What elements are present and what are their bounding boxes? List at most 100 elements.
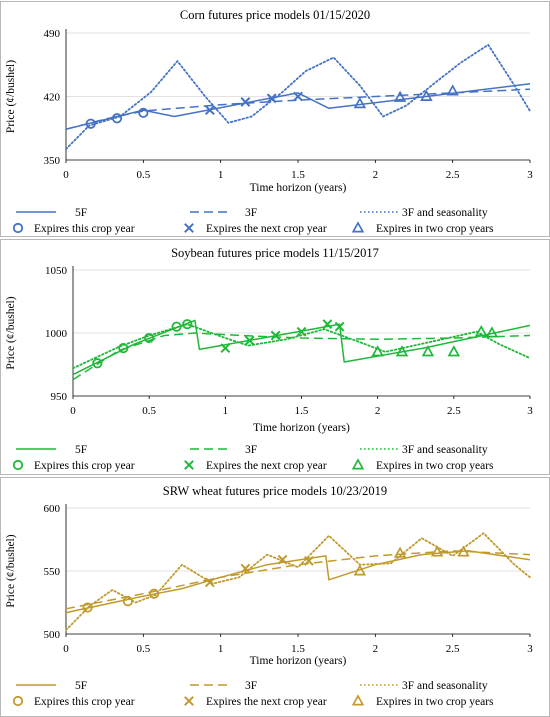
series-line: [65, 88, 531, 130]
legend-entry: 3F and seasonality: [402, 444, 488, 456]
data-point: [270, 330, 281, 341]
chart-panel-2: Soybean futures price models 11/15/2017 9…: [0, 239, 550, 475]
data-point: [420, 89, 433, 101]
data-point: [296, 326, 307, 337]
legend-entry: Expires this crop year: [34, 460, 135, 472]
data-point: [118, 343, 129, 354]
x-tick-label: 1: [218, 169, 224, 181]
series-line: [65, 550, 531, 610]
data-point: [182, 319, 193, 330]
x-tick-label: 0: [70, 405, 76, 417]
data-point: [85, 118, 96, 129]
legend-entry: 3F: [245, 444, 257, 456]
data-point: [421, 345, 435, 357]
data-point: [430, 545, 444, 557]
y-tick-label: 950: [51, 391, 68, 403]
legend-entry: 3F and seasonality: [402, 207, 488, 219]
x-tick-label: 2: [373, 643, 379, 655]
legend-entry: 5F: [75, 207, 87, 219]
legend-entry: 3F and seasonality: [402, 680, 488, 692]
data-point: [485, 326, 499, 338]
data-point: [204, 105, 215, 116]
chart-panel-1: Corn futures price models 01/15/2020 350 4…: [0, 1, 550, 237]
data-point: [393, 90, 407, 102]
x-tick-label: 0.5: [142, 405, 156, 417]
data-point: [447, 345, 461, 357]
data-point: [220, 343, 231, 354]
y-tick-label: 1050: [45, 265, 68, 277]
data-point: [293, 91, 303, 102]
legend-entry: Expires the next crop year: [206, 223, 327, 235]
data-point: [446, 84, 459, 96]
data-point: [303, 556, 314, 566]
x-tick-label: 2.5: [446, 643, 460, 655]
chart-title: Corn futures price models 01/15/2020: [180, 8, 370, 22]
x-tick-label: 2.5: [447, 405, 461, 417]
x-tick-label: 1: [223, 405, 229, 417]
panel-border: [0, 239, 550, 475]
data-point: [171, 321, 182, 332]
data-point: [457, 545, 470, 557]
x-axis-label: Time horizon (years): [253, 422, 350, 434]
data-point: [371, 345, 384, 357]
series-line: [72, 332, 531, 381]
legend-marker-swatch: [184, 223, 194, 233]
legend-marker-swatch: [12, 222, 24, 234]
series-line: [65, 43, 531, 151]
x-tick-label: 1: [218, 643, 224, 655]
legend-marker-swatch: [351, 221, 365, 233]
series-line: [65, 532, 531, 632]
x-tick-label: 1.5: [291, 643, 305, 655]
data-point: [111, 113, 123, 124]
y-tick-label: 350: [44, 155, 61, 167]
data-point: [322, 319, 333, 330]
legend-marker-swatch: [12, 695, 24, 707]
data-point: [353, 97, 367, 109]
data-point: [204, 577, 215, 588]
data-point: [395, 345, 409, 357]
x-tick-label: 1.5: [291, 169, 305, 181]
y-tick-label: 420: [44, 92, 61, 104]
legend-entry: Expires in two crop years: [376, 223, 494, 235]
x-tick-label: 3: [527, 169, 533, 181]
y-tick-label: 1000: [45, 328, 68, 340]
series-line: [65, 550, 531, 614]
y-tick-label: 500: [44, 629, 61, 641]
x-axis-label: Time horizon (years): [250, 182, 347, 194]
legend-marker-swatch: [184, 696, 194, 706]
data-point: [266, 93, 277, 104]
legend-entry: 5F: [75, 680, 87, 692]
y-axis-label: Price (¢/bushel): [5, 60, 17, 133]
data-point: [82, 602, 93, 613]
legend-marker-swatch: [351, 694, 365, 706]
x-tick-label: 0: [63, 643, 69, 655]
data-point: [353, 564, 367, 576]
x-tick-label: 3: [527, 643, 533, 655]
data-point: [393, 546, 407, 558]
legend-entry: Expires the next crop year: [206, 696, 327, 708]
y-tick-label: 490: [44, 28, 61, 40]
x-tick-label: 2: [375, 405, 381, 417]
legend-entry: Expires in two crop years: [376, 696, 494, 708]
data-point: [122, 596, 133, 607]
legend-entry: Expires this crop year: [34, 696, 135, 708]
x-tick-label: 0.5: [136, 169, 150, 181]
data-point: [144, 332, 155, 344]
data-point: [334, 321, 345, 332]
series-line: [72, 319, 531, 376]
panel-border: [0, 1, 550, 237]
data-point: [149, 588, 160, 599]
legend-entry: Expires in two crop years: [376, 460, 494, 472]
x-tick-label: 0: [63, 169, 69, 181]
x-tick-label: 1.5: [295, 405, 309, 417]
y-axis-label: Price (¢/bushel): [5, 534, 17, 607]
legend-marker-swatch: [12, 459, 24, 471]
legend-entry: 3F: [245, 680, 257, 692]
chart-panel-3: SRW wheat futures price models 10/23/201…: [0, 477, 550, 717]
data-point: [244, 335, 255, 346]
data-point: [277, 554, 288, 565]
data-point: [475, 324, 488, 337]
legend-entry: 3F: [245, 207, 257, 219]
legend-marker-swatch: [184, 460, 194, 470]
